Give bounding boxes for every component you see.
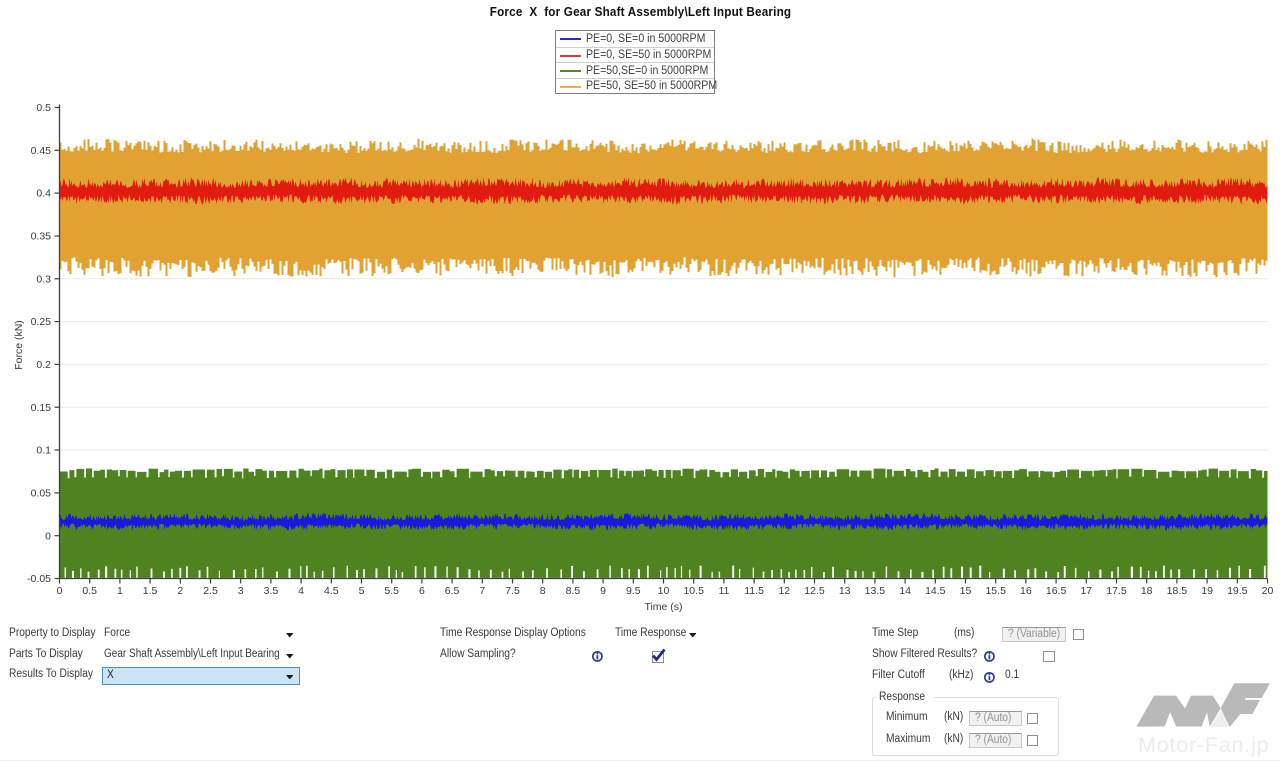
svg-text:20: 20	[1262, 585, 1274, 597]
svg-text:6: 6	[419, 585, 425, 597]
svg-text:19.5: 19.5	[1227, 585, 1248, 597]
svg-text:12: 12	[778, 585, 790, 597]
svg-text:13.5: 13.5	[865, 585, 886, 597]
svg-text:0.05: 0.05	[31, 488, 52, 500]
svg-text:15: 15	[960, 585, 972, 597]
svg-text:1: 1	[117, 585, 123, 597]
svg-text:2: 2	[177, 585, 183, 597]
svg-text:10: 10	[658, 585, 670, 597]
svg-text:5: 5	[359, 585, 365, 597]
svg-text:16: 16	[1020, 585, 1032, 597]
svg-text:Time (s): Time (s)	[644, 601, 682, 613]
svg-text:7: 7	[479, 585, 485, 597]
svg-text:0: 0	[57, 585, 63, 597]
svg-text:14: 14	[899, 585, 911, 597]
svg-text:12.5: 12.5	[804, 585, 825, 597]
svg-text:18: 18	[1141, 585, 1153, 597]
svg-text:9.5: 9.5	[626, 585, 641, 597]
svg-text:10.5: 10.5	[683, 585, 704, 597]
svg-text:19: 19	[1201, 585, 1213, 597]
svg-text:15.5: 15.5	[985, 585, 1006, 597]
svg-text:0.5: 0.5	[36, 102, 51, 114]
svg-text:-0.05: -0.05	[27, 573, 51, 585]
svg-text:14.5: 14.5	[925, 585, 946, 597]
svg-text:0.45: 0.45	[31, 145, 52, 157]
svg-text:8: 8	[540, 585, 546, 597]
svg-text:4: 4	[298, 585, 304, 597]
svg-text:Force (kN): Force (kN)	[13, 320, 25, 370]
svg-text:2.5: 2.5	[203, 585, 218, 597]
svg-text:0.1: 0.1	[36, 445, 51, 457]
svg-text:18.5: 18.5	[1167, 585, 1188, 597]
svg-text:3: 3	[238, 585, 244, 597]
svg-text:0.2: 0.2	[36, 359, 51, 371]
svg-text:5.5: 5.5	[384, 585, 399, 597]
svg-text:1.5: 1.5	[143, 585, 158, 597]
svg-text:0.35: 0.35	[31, 231, 52, 243]
svg-text:11.5: 11.5	[744, 585, 764, 597]
svg-text:11: 11	[718, 585, 729, 597]
svg-text:9: 9	[600, 585, 606, 597]
svg-text:0.15: 0.15	[31, 402, 52, 414]
svg-text:17.5: 17.5	[1106, 585, 1127, 597]
svg-text:4.5: 4.5	[324, 585, 339, 597]
svg-text:0.25: 0.25	[31, 316, 52, 328]
svg-text:0.4: 0.4	[36, 188, 51, 200]
svg-text:0.5: 0.5	[82, 585, 97, 597]
svg-text:13: 13	[839, 585, 851, 597]
svg-text:0: 0	[45, 530, 51, 542]
svg-text:6.5: 6.5	[445, 585, 460, 597]
svg-text:3.5: 3.5	[264, 585, 279, 597]
svg-text:16.5: 16.5	[1046, 585, 1067, 597]
svg-text:8.5: 8.5	[566, 585, 581, 597]
svg-text:7.5: 7.5	[505, 585, 520, 597]
svg-text:17: 17	[1080, 585, 1092, 597]
svg-text:0.3: 0.3	[36, 273, 51, 285]
